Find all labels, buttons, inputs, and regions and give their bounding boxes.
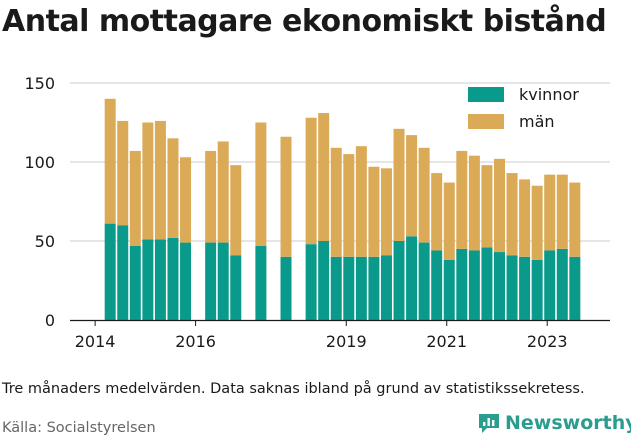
bar-kvinnor <box>531 259 543 320</box>
bar-kvinnor <box>406 236 418 320</box>
source-credit: Källa: Socialstyrelsen <box>2 420 156 436</box>
bar-man <box>406 135 418 237</box>
bar-man <box>519 179 531 257</box>
footnote: Tre månaders medelvärden. Data saknas ib… <box>2 381 585 397</box>
bar-man <box>154 120 166 240</box>
legend-swatch-man <box>468 114 504 129</box>
bar-man <box>318 113 330 241</box>
bar-man <box>544 174 556 251</box>
bar-man <box>343 154 355 257</box>
chart-title: Antal mottagare ekonomiskt bistånd <box>2 4 607 39</box>
legend-swatch-kvinnor <box>468 87 504 102</box>
bar-kvinnor <box>493 252 505 320</box>
bar-kvinnor <box>393 241 405 320</box>
bar-kvinnor <box>506 255 518 320</box>
legend-label-kvinnor: kvinnor <box>519 85 579 104</box>
bar-man <box>330 147 342 257</box>
bar-man <box>569 182 581 257</box>
bar-kvinnor <box>468 250 480 320</box>
bar-kvinnor <box>456 248 468 320</box>
x-tick-label: 2016 <box>175 332 216 351</box>
bar-man <box>205 150 217 243</box>
bar-man <box>493 158 505 253</box>
bar-kvinnor <box>330 256 342 320</box>
bar-kvinnor <box>481 247 493 320</box>
bar-man <box>380 168 392 256</box>
bar-man <box>531 185 543 260</box>
newsworthy-logo-icon <box>479 414 499 433</box>
bar-man <box>468 155 480 251</box>
bar-kvinnor <box>205 242 217 320</box>
bar-kvinnor <box>519 256 531 320</box>
x-tick-label: 2014 <box>75 332 116 351</box>
bar-kvinnor <box>167 237 179 320</box>
bar-man <box>142 122 154 240</box>
bar-kvinnor <box>142 239 154 320</box>
bar-man <box>443 182 455 260</box>
y-tick-label: 50 <box>35 232 55 251</box>
bar-kvinnor <box>418 242 430 320</box>
x-axis-ticks: 2014 2016 2019 2021 2023 <box>75 320 568 351</box>
bar-man <box>481 165 493 248</box>
bar-kvinnor <box>154 239 166 320</box>
bar-kvinnor <box>180 242 192 320</box>
y-tick-label: 0 <box>45 311 55 330</box>
bar-man <box>305 117 317 245</box>
bar-man <box>431 173 443 251</box>
x-tick-label: 2019 <box>326 332 367 351</box>
legend-label-man: män <box>519 112 555 131</box>
bar-kvinnor <box>431 250 443 320</box>
y-axis-ticks: 0 50 100 150 <box>24 74 55 330</box>
bar-man <box>393 128 405 241</box>
bar-kvinnor <box>443 259 455 320</box>
y-tick-label: 150 <box>24 74 55 93</box>
bar-man <box>556 174 568 249</box>
bar-kvinnor <box>104 223 116 320</box>
bar-man <box>167 138 179 238</box>
bar-man <box>104 98 116 224</box>
bar-man <box>129 150 141 246</box>
x-tick-label: 2021 <box>426 332 467 351</box>
bar-kvinnor <box>280 256 292 320</box>
bar-man <box>117 120 129 226</box>
bar-man <box>217 141 229 243</box>
bar-kvinnor <box>343 256 355 320</box>
bar-man <box>506 173 518 256</box>
newsworthy-logo[interactable]: Newsworthy <box>477 409 631 437</box>
x-tick-label: 2023 <box>527 332 568 351</box>
bar-kvinnor <box>255 245 267 320</box>
bar-kvinnor <box>556 248 568 320</box>
bar-kvinnor <box>355 256 367 320</box>
bar-man <box>255 122 267 246</box>
bar-kvinnor <box>368 256 380 320</box>
bar-man <box>280 136 292 257</box>
bar-kvinnor <box>305 244 317 320</box>
bar-man <box>180 157 192 243</box>
y-tick-label: 100 <box>24 153 55 172</box>
newsworthy-logo-text: Newsworthy <box>505 412 631 434</box>
bar-kvinnor <box>380 255 392 320</box>
bar-man <box>230 165 242 256</box>
bar-kvinnor <box>569 256 581 320</box>
bar-kvinnor <box>318 241 330 320</box>
bar-kvinnor <box>544 250 556 320</box>
stacked-bar-chart: 0 50 100 150 2014 2016 2019 2021 2023 kvinnor mä… <box>24 74 610 351</box>
bar-kvinnor <box>217 242 229 320</box>
bar-man <box>456 150 468 249</box>
bar-man <box>355 146 367 257</box>
bar-man <box>368 166 380 257</box>
bar-kvinnor <box>117 225 129 320</box>
bar-kvinnor <box>230 255 242 320</box>
legend: kvinnor män <box>468 85 579 131</box>
bar-man <box>418 147 430 243</box>
bars <box>104 98 581 320</box>
bar-kvinnor <box>129 245 141 320</box>
